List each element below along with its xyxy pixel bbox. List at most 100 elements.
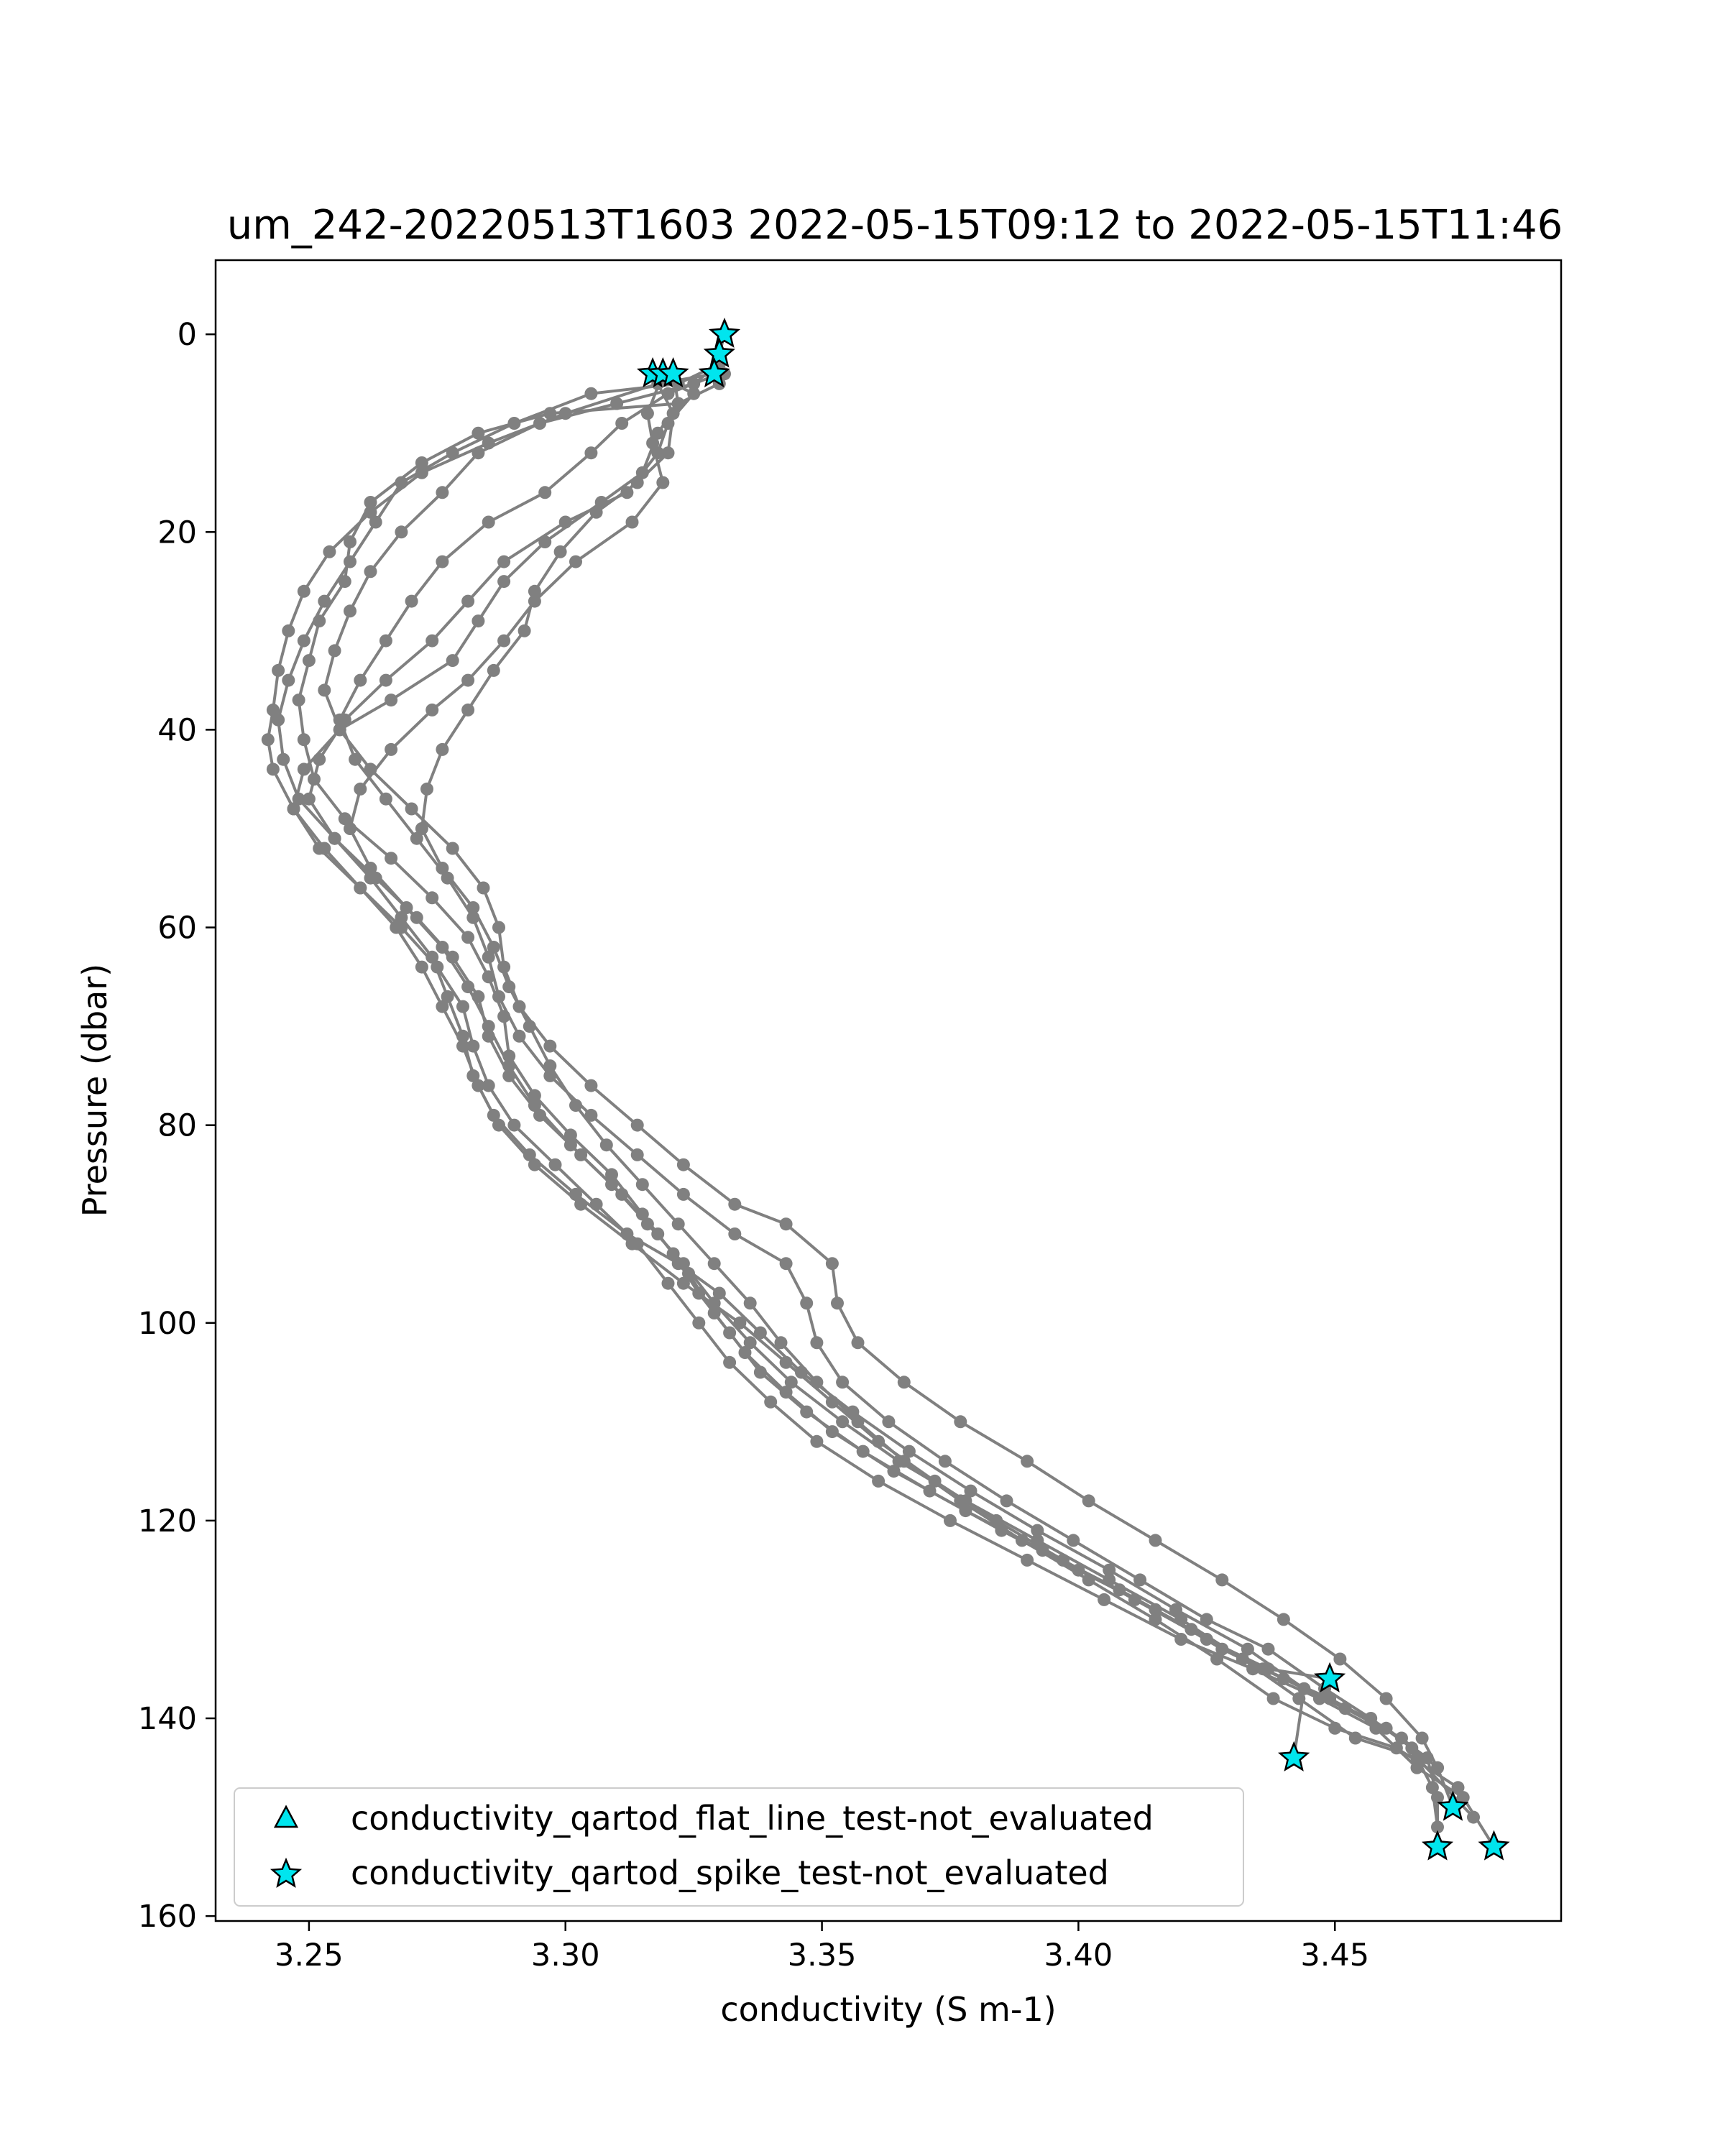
profile-2-point-30 xyxy=(825,1425,839,1439)
profile-9-point-34 xyxy=(1215,1573,1229,1587)
profile-9-point-16 xyxy=(477,881,490,895)
spike-flag-marker-6 xyxy=(657,356,689,388)
profile-5-point-15 xyxy=(354,881,367,895)
profile-2-point-31 xyxy=(887,1465,901,1478)
profile-8-point-40 xyxy=(1431,1820,1444,1834)
profile-8-point-4 xyxy=(584,446,598,460)
profile-9-point-27 xyxy=(831,1296,844,1310)
profile-6-point-16 xyxy=(487,941,500,954)
profile-8-point-6 xyxy=(482,515,495,529)
profile-6-point-22 xyxy=(635,1178,649,1192)
profile-2-point-3 xyxy=(584,387,598,400)
profile-2-point-28 xyxy=(738,1346,752,1359)
profile-7-point-12 xyxy=(354,782,367,796)
profile-8-point-9 xyxy=(379,634,392,648)
profile-7-point-32 xyxy=(1103,1573,1116,1587)
x-axis-label: conductivity (S m-1) xyxy=(720,1990,1056,2029)
profile-8-point-27 xyxy=(810,1336,824,1350)
profile-9-point-19 xyxy=(512,1000,526,1013)
profile-8-point-37 xyxy=(1364,1712,1378,1725)
profile-7-point-34 xyxy=(1236,1652,1249,1666)
profile-6-point-27 xyxy=(810,1376,824,1389)
profile-7-point-19 xyxy=(502,1059,516,1073)
profile-4-point-9 xyxy=(426,634,439,648)
profile-7-point-17 xyxy=(461,980,475,994)
profile-9-point-39 xyxy=(1431,1761,1444,1774)
x-tick-label-2: 3.30 xyxy=(531,1938,600,1973)
profile-1-point-20 xyxy=(461,931,475,944)
profile-4-point-13 xyxy=(302,792,316,806)
profile-7-point-10 xyxy=(426,703,439,717)
profile-3-point-5 xyxy=(415,466,428,479)
profile-6-point-19 xyxy=(543,1059,557,1073)
profile-9-point-15 xyxy=(446,842,459,855)
profile-7-point-21 xyxy=(564,1138,577,1152)
profile-1-point-14 xyxy=(292,694,305,707)
profile-6-point-6 xyxy=(553,545,567,558)
profile-5-point-3 xyxy=(651,426,665,440)
profile-2-point-11 xyxy=(282,673,295,687)
profile-line-7 xyxy=(348,373,1475,1818)
star-marker-icon xyxy=(270,1857,303,1888)
profile-3-point-7 xyxy=(323,545,336,558)
profile-lines xyxy=(261,328,1501,1853)
profile-9-point-26 xyxy=(825,1257,839,1271)
profile-1-point-7 xyxy=(472,426,485,440)
profile-3-point-34 xyxy=(1098,1593,1111,1606)
profile-1-point-17 xyxy=(338,812,351,826)
profile-8-point-10 xyxy=(354,673,367,687)
profile-8-point-13 xyxy=(379,792,392,806)
profile-8-point-26 xyxy=(800,1296,814,1310)
profile-6-point-2 xyxy=(666,407,680,420)
profile-9-point-6 xyxy=(436,486,449,499)
profile-9-point-38 xyxy=(1415,1731,1429,1745)
x-tick-label-1: 3.25 xyxy=(275,1938,344,1973)
profile-2-point-12 xyxy=(272,713,285,727)
profile-8-point-30 xyxy=(938,1455,952,1468)
spike-flag-marker-9 xyxy=(1437,1790,1469,1821)
profile-8-point-32 xyxy=(1067,1534,1080,1547)
profile-5-point-6 xyxy=(538,535,552,548)
profile-9-point-28 xyxy=(851,1336,865,1350)
profile-9-point-7 xyxy=(395,525,408,539)
profile-8-point-8 xyxy=(405,594,418,608)
profile-5-point-16 xyxy=(390,921,403,934)
profile-4-point-31 xyxy=(964,1484,978,1498)
profile-6-point-7 xyxy=(528,584,541,598)
flag-markers xyxy=(636,317,1510,1861)
y-tick-label-8: 140 xyxy=(138,1701,197,1737)
profile-1-point-26 xyxy=(605,1168,618,1181)
profile-9-point-11 xyxy=(318,683,331,697)
profile-7-point-25 xyxy=(707,1296,721,1310)
y-tick-label-6: 100 xyxy=(138,1306,197,1342)
profile-4-point-36 xyxy=(1297,1682,1311,1695)
profile-7-point-16 xyxy=(436,941,449,954)
profile-2-point-8 xyxy=(344,555,356,568)
profile-4-point-16 xyxy=(395,911,408,924)
profile-3-point-27 xyxy=(692,1316,706,1330)
profile-8-point-39 xyxy=(1425,1781,1439,1795)
x-tick-label-5: 3.45 xyxy=(1300,1938,1369,1973)
profile-6-point-4 xyxy=(630,476,644,489)
profile-6-point-24 xyxy=(707,1257,721,1271)
profile-8-point-7 xyxy=(436,555,449,568)
profile-9-point-23 xyxy=(676,1158,690,1171)
profile-7-point-7 xyxy=(528,594,541,608)
profile-7-point-26 xyxy=(743,1336,757,1350)
profile-9-point-36 xyxy=(1333,1652,1347,1666)
profile-8-point-31 xyxy=(1000,1494,1013,1508)
profile-9-point-18 xyxy=(497,960,511,974)
profile-6-point-21 xyxy=(599,1138,613,1152)
profile-5-point-22 xyxy=(528,1158,541,1171)
profile-2-point-9 xyxy=(318,594,331,608)
profile-8-point-20 xyxy=(543,1069,557,1082)
profile-2-point-7 xyxy=(369,515,382,529)
profile-9-point-10 xyxy=(328,644,341,658)
profile-7-point-38 xyxy=(1467,1810,1480,1824)
profile-4-point-18 xyxy=(441,990,454,1003)
profile-4-point-34 xyxy=(1169,1603,1182,1616)
profile-2-point-29 xyxy=(779,1386,793,1399)
y-tick-label-7: 120 xyxy=(138,1503,197,1539)
profile-9-point-32 xyxy=(1082,1494,1095,1508)
y-tick-label-5: 80 xyxy=(157,1108,197,1144)
